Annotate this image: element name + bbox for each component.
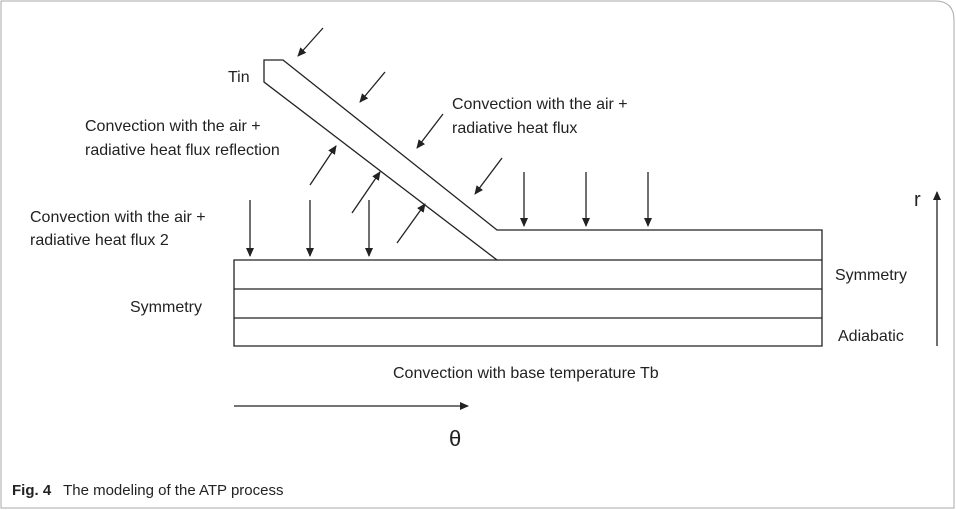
caption-label: Fig. 4 (12, 482, 52, 499)
arrows (234, 27, 941, 410)
label: Symmetry (835, 267, 907, 284)
axis-label: r (914, 189, 921, 211)
label: radiative heat flux 2 (30, 232, 169, 249)
label: Convection with the air + (85, 118, 261, 135)
axis-label: θ (449, 426, 461, 451)
label: Tin (228, 69, 250, 86)
caption: Fig. 4 The modeling of the ATP process (12, 482, 283, 499)
model (233, 59, 823, 347)
label: Convection with the air + (452, 96, 628, 113)
label: radiative heat flux reflection (85, 142, 280, 159)
label: Adiabatic (838, 328, 904, 345)
label: Convection with base temperature Tb (393, 365, 659, 382)
caption-text: The modeling of the ATP process (63, 482, 283, 499)
label: radiative heat flux (452, 120, 577, 137)
label: Symmetry (130, 299, 202, 316)
label: Convection with the air + (30, 209, 206, 226)
